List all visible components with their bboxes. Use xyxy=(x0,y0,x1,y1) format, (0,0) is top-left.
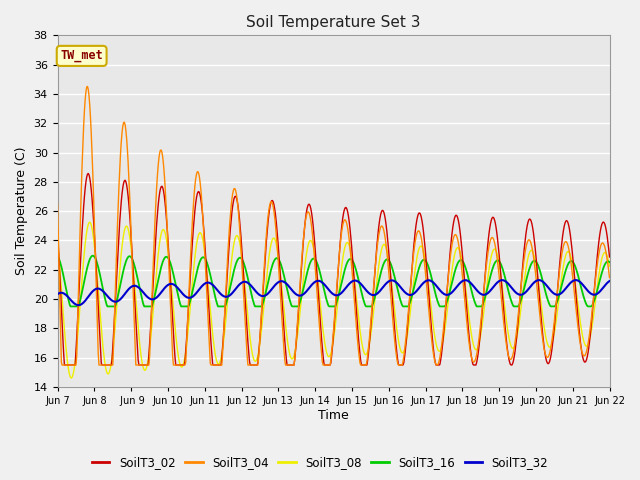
SoilT3_02 xyxy=(605,254,613,260)
SoilT3_04 xyxy=(54,201,61,206)
Line: SoilT3_08: SoilT3_08 xyxy=(58,222,609,378)
SoilT3_02 xyxy=(207,341,215,347)
SoilT3_08 xyxy=(207,315,215,321)
SoilT3_16 xyxy=(402,303,410,309)
SoilT3_04 xyxy=(419,240,426,246)
SoilT3_08 xyxy=(54,239,61,245)
Y-axis label: Soil Temperature (C): Soil Temperature (C) xyxy=(15,147,28,276)
SoilT3_08 xyxy=(67,375,75,381)
SoilT3_16 xyxy=(122,259,130,264)
SoilT3_32 xyxy=(177,289,185,295)
SoilT3_08 xyxy=(63,360,71,365)
Line: SoilT3_32: SoilT3_32 xyxy=(58,280,609,305)
SoilT3_32 xyxy=(401,290,409,296)
Legend: SoilT3_02, SoilT3_04, SoilT3_08, SoilT3_16, SoilT3_32: SoilT3_02, SoilT3_04, SoilT3_08, SoilT3_… xyxy=(87,452,553,474)
SoilT3_16 xyxy=(89,253,97,259)
SoilT3_04 xyxy=(84,84,92,89)
SoilT3_08 xyxy=(402,340,410,346)
SoilT3_02 xyxy=(54,227,61,232)
SoilT3_04 xyxy=(178,362,186,368)
SoilT3_08 xyxy=(122,224,130,229)
SoilT3_02 xyxy=(419,219,426,225)
SoilT3_02 xyxy=(61,362,68,368)
SoilT3_16 xyxy=(207,276,215,281)
SoilT3_04 xyxy=(605,275,613,280)
SoilT3_16 xyxy=(63,293,71,299)
Title: Soil Temperature Set 3: Soil Temperature Set 3 xyxy=(246,15,420,30)
Text: TW_met: TW_met xyxy=(60,49,103,62)
SoilT3_08 xyxy=(605,264,613,269)
Line: SoilT3_04: SoilT3_04 xyxy=(58,86,609,365)
SoilT3_32 xyxy=(121,291,129,297)
SoilT3_16 xyxy=(67,303,74,309)
SoilT3_16 xyxy=(605,259,613,265)
SoilT3_02 xyxy=(84,170,92,176)
SoilT3_04 xyxy=(207,362,215,368)
SoilT3_08 xyxy=(178,364,186,370)
Line: SoilT3_02: SoilT3_02 xyxy=(58,173,609,365)
SoilT3_32 xyxy=(605,278,613,284)
SoilT3_16 xyxy=(178,303,186,309)
X-axis label: Time: Time xyxy=(318,409,349,422)
SoilT3_16 xyxy=(54,253,61,259)
SoilT3_08 xyxy=(86,219,93,225)
SoilT3_32 xyxy=(572,277,580,283)
Line: SoilT3_16: SoilT3_16 xyxy=(58,256,609,306)
SoilT3_02 xyxy=(122,179,130,184)
SoilT3_32 xyxy=(207,280,214,286)
SoilT3_32 xyxy=(417,282,425,288)
SoilT3_04 xyxy=(65,362,72,368)
SoilT3_08 xyxy=(419,244,426,250)
SoilT3_32 xyxy=(74,302,82,308)
SoilT3_04 xyxy=(58,362,66,368)
SoilT3_32 xyxy=(54,291,61,297)
SoilT3_04 xyxy=(402,334,410,340)
SoilT3_02 xyxy=(178,362,186,368)
SoilT3_02 xyxy=(402,340,410,346)
SoilT3_04 xyxy=(122,127,130,133)
SoilT3_32 xyxy=(63,294,71,300)
SoilT3_02 xyxy=(65,362,72,368)
SoilT3_16 xyxy=(419,258,426,264)
